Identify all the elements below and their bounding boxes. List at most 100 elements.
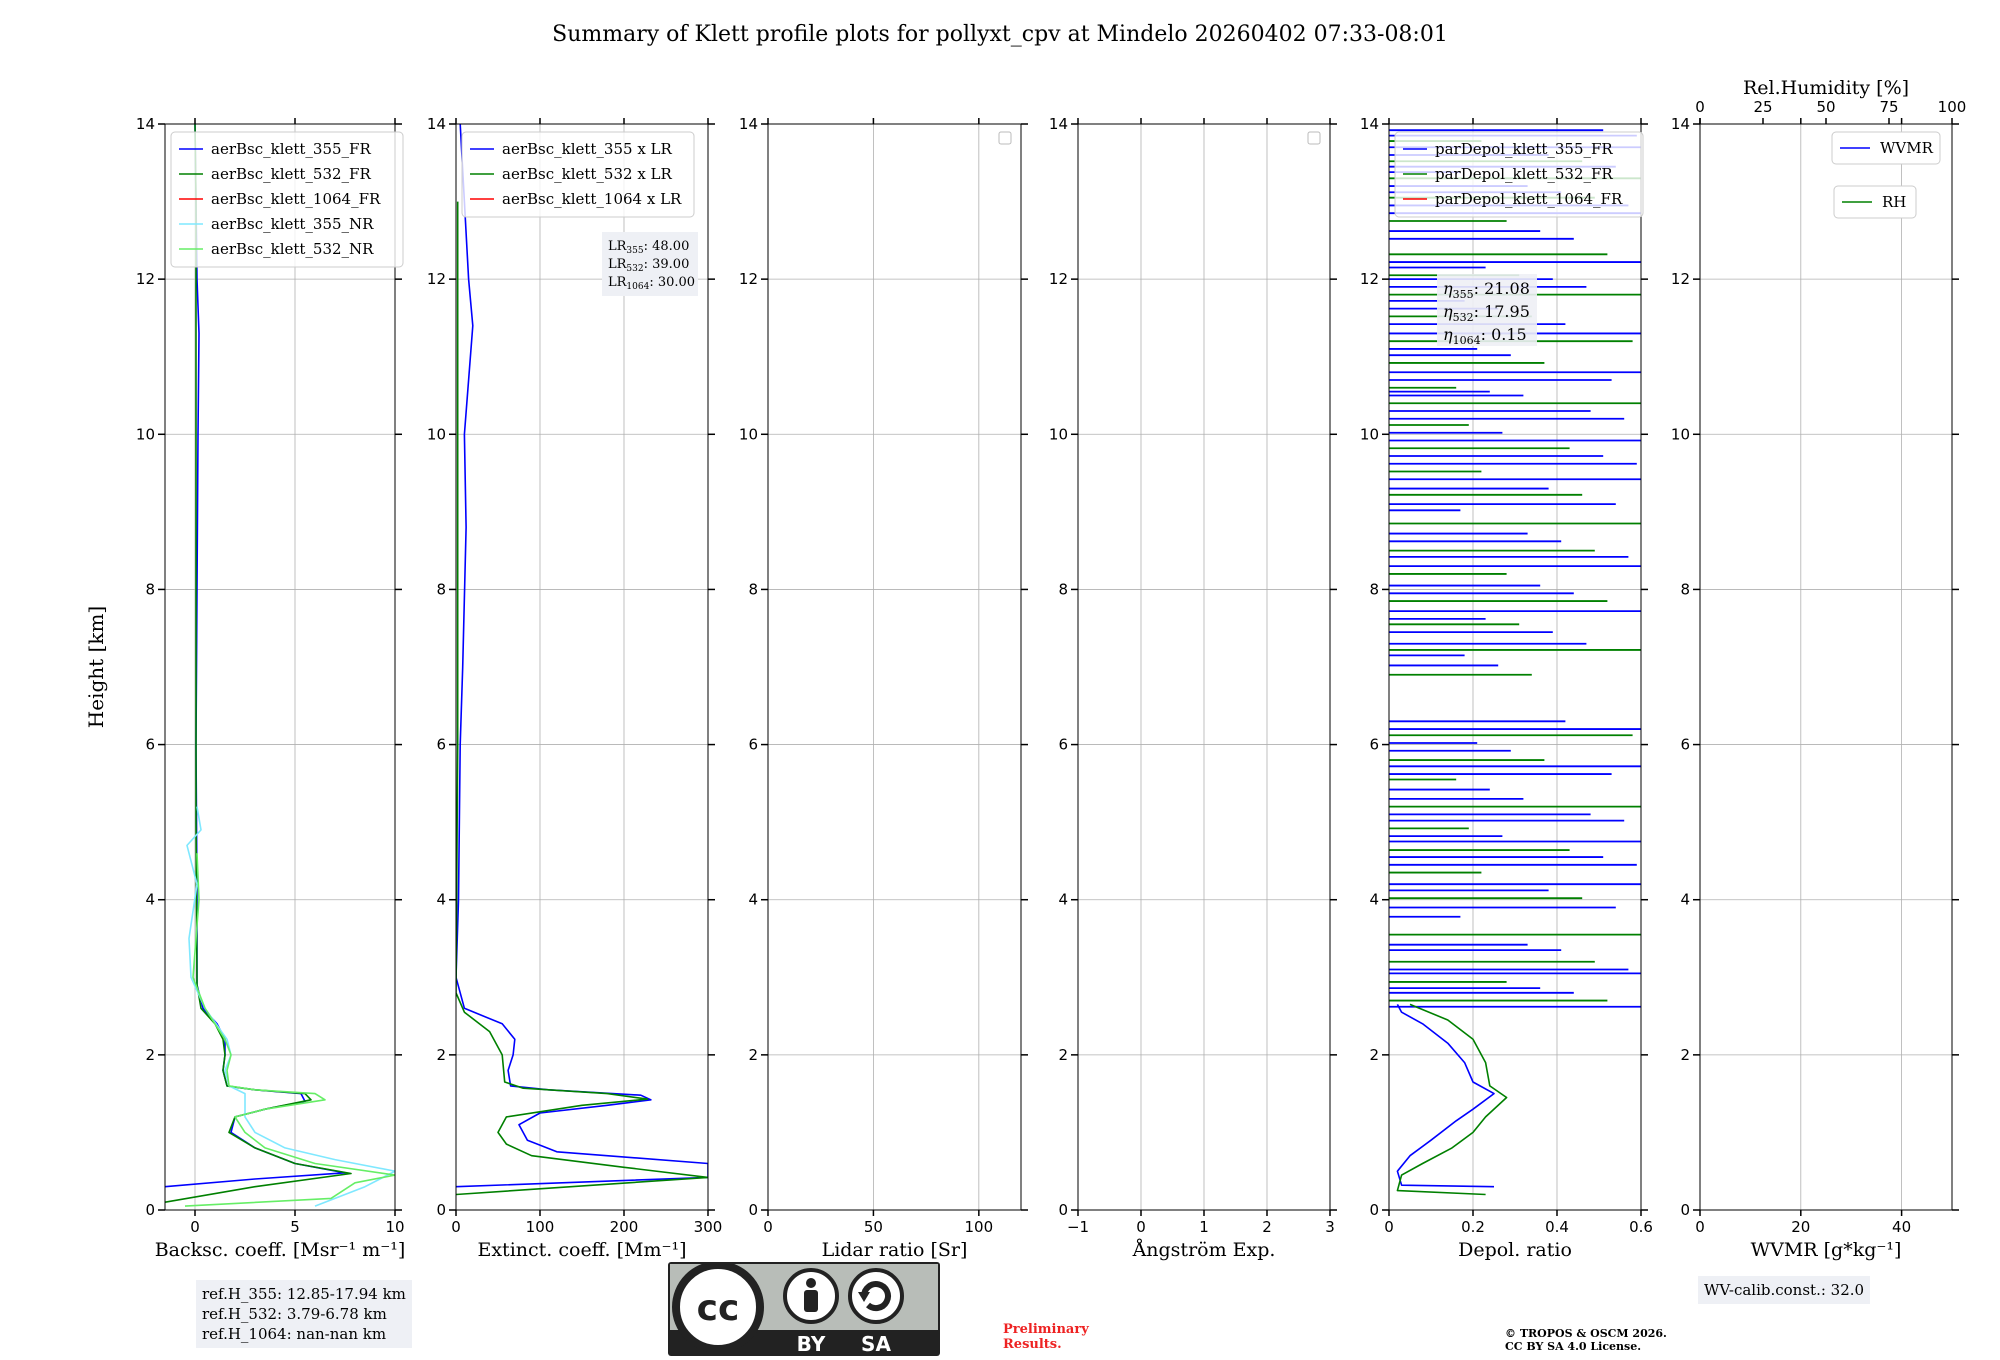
lr-xtick-label: 0	[763, 1218, 773, 1236]
wv-top-xtick-label: 75	[1879, 98, 1898, 116]
preliminary-line-1: Preliminary	[1003, 1322, 1089, 1337]
wv-ytick-label: 8	[1680, 580, 1690, 598]
series-line-aerBsc_klett_532_FR	[165, 124, 352, 1203]
eta-355: η355: 21.08	[1443, 279, 1530, 301]
ext-ytick-label: 14	[427, 115, 446, 133]
wv-ytick-label: 0	[1680, 1201, 1690, 1219]
lr-ytick-label: 2	[748, 1046, 758, 1064]
depol-legend-label: parDepol_klett_532_FR	[1435, 165, 1613, 183]
ext-ytick-label: 10	[427, 425, 446, 443]
cc-license-badge: cc BY SA	[668, 1262, 940, 1356]
ext-legend-label: aerBsc_klett_532 x LR	[502, 165, 673, 183]
lr-ytick-label: 10	[739, 425, 758, 443]
bsc-ytick-label: 14	[136, 115, 155, 133]
bsc-ytick-label: 0	[145, 1201, 155, 1219]
series-line-parDepol_klett_355_FR	[1396, 1004, 1495, 1188]
lr-ytick-label: 14	[739, 115, 758, 133]
y-axis-label: Height [km]	[84, 606, 108, 728]
share-alike-icon	[848, 1268, 904, 1324]
cc-logo-icon	[672, 1262, 764, 1353]
copyright-note: © TROPOS & OSCM 2026. CC BY SA 4.0 Licen…	[1505, 1327, 1667, 1353]
ref-height-532: ref.H_532: 3.79-6.78 km	[202, 1305, 387, 1323]
depol-legend-box	[1394, 131, 1644, 218]
lr-xlabel: Lidar ratio [Sr]	[822, 1239, 968, 1261]
depol-ytick-label: 14	[1360, 115, 1379, 133]
ext-ytick-label: 2	[436, 1046, 446, 1064]
wv-xtick-label: 0	[1695, 1218, 1705, 1236]
lr-ytick-label: 8	[748, 580, 758, 598]
bsc-xtick-label: 10	[385, 1218, 404, 1236]
depol-ytick-label: 6	[1369, 736, 1379, 754]
lr-xtick-label: 50	[864, 1218, 883, 1236]
wv-panel: 0 2 4 6 8 10 12 14 0 20 40 WVMR [g*kg⁻¹] 0 25 50 75 100 R…	[1671, 77, 1966, 1261]
ext-ytick-label: 12	[427, 270, 446, 288]
ext-axes-frame	[455, 123, 709, 1211]
ext-ytick-label: 4	[436, 891, 446, 909]
bsc-legend-label: aerBsc_klett_532_NR	[211, 240, 374, 258]
ext-ytick-label: 6	[436, 736, 446, 754]
eta-1064: η1064: 0.15	[1443, 325, 1527, 347]
ext-legend-box	[461, 131, 695, 218]
depol-panel: 0 2 4 6 8 10 12 14 0 0.2 0.4 0.6 Depol. ratio parDepo…	[1360, 115, 1653, 1261]
wv-legend-box	[1831, 131, 1941, 165]
ext-panel: 0 2 4 6 8 10 12 14 0 100 200 300 Extinct. coeff. [Mm…	[427, 115, 722, 1261]
series-line-aerBsc_klett_355 x LR	[456, 124, 708, 1188]
bsc-legend-label: aerBsc_klett_532_FR	[211, 165, 371, 183]
ref-height-1064: ref.H_1064: nan-nan km	[202, 1325, 387, 1343]
ang-xtick-label: −1	[1067, 1218, 1089, 1236]
lr-xtick-label: 100	[965, 1218, 994, 1236]
bsc-xtick-label: 0	[190, 1218, 200, 1236]
wv-ytick-label: 4	[1680, 891, 1690, 909]
preliminary-note: Preliminary Results.	[1003, 1322, 1089, 1352]
ext-legend-label: aerBsc_klett_355 x LR	[502, 140, 673, 158]
wv-xtick-label: 20	[1791, 1218, 1810, 1236]
wv-ytick-label: 10	[1671, 425, 1690, 443]
ang-xlabel: Ångström Exp.	[1132, 1239, 1276, 1261]
wv-top-xtick-label: 0	[1695, 98, 1705, 116]
ang-xtick-label: 0	[1136, 1218, 1146, 1236]
series-line-aerBsc_klett_532 x LR	[456, 201, 708, 1196]
ext-xlabel: Extinct. coeff. [Mm⁻¹]	[477, 1239, 686, 1261]
depol-legend-label: parDepol_klett_1064_FR	[1435, 190, 1623, 208]
depol-ytick-label: 8	[1369, 580, 1379, 598]
wv-xlabel: WVMR [g*kg⁻¹]	[1751, 1239, 1902, 1261]
bsc-axes-frame	[164, 123, 396, 1211]
wv-ytick-label: 2	[1680, 1046, 1690, 1064]
lr-axes-frame	[767, 123, 1022, 1211]
wv-axes-frame	[1699, 123, 1953, 1211]
ang-ytick-label: 10	[1049, 425, 1068, 443]
bsc-legend-label: aerBsc_klett_355_FR	[211, 140, 371, 158]
wv-calibration-box: WV-calib.const.: 32.0	[1698, 1276, 1871, 1304]
bsc-ytick-label: 8	[145, 580, 155, 598]
wv-calibration-constant: WV-calib.const.: 32.0	[1704, 1281, 1865, 1299]
eta-calibration-box	[1437, 274, 1537, 346]
depol-ytick-label: 0	[1369, 1201, 1379, 1219]
lr-panel: 0 2 4 6 8 10 12 14 0 50 100 Lidar ratio [Sr]	[739, 115, 1028, 1261]
bsc-panel: 0 2 4 6 8 10 12 14 0 5 10 Backsc. coeff. [Msr⁻¹ m⁻¹…	[136, 115, 405, 1261]
ext-xtick-label: 200	[610, 1218, 639, 1236]
ext-ytick-label: 8	[436, 580, 446, 598]
wv-ytick-label: 6	[1680, 736, 1690, 754]
cc-sa-label: SA	[861, 1332, 891, 1356]
series-line-aerBsc_klett_355_FR	[165, 124, 346, 1188]
figure-title: Summary of Klett profile plots for polly…	[552, 22, 1448, 47]
ext-xtick-label: 0	[451, 1218, 461, 1236]
bsc-plot-area	[165, 124, 395, 1207]
eta-532: η532: 17.95	[1443, 302, 1530, 324]
wv-ytick-label: 14	[1671, 115, 1690, 133]
depol-legend-label: parDepol_klett_355_FR	[1435, 140, 1613, 158]
lr-ytick-label: 4	[748, 891, 758, 909]
wv-legend-label: WVMR	[1880, 139, 1934, 157]
ang-ytick-label: 4	[1058, 891, 1068, 909]
bsc-ytick-label: 2	[145, 1046, 155, 1064]
ang-ytick-label: 6	[1058, 736, 1068, 754]
lidar-ratio-box	[602, 232, 698, 296]
ang-ytick-label: 12	[1049, 270, 1068, 288]
bsc-xlabel: Backsc. coeff. [Msr⁻¹ m⁻¹]	[155, 1239, 406, 1261]
bsc-ytick-label: 10	[136, 425, 155, 443]
depol-xtick-label: 0.2	[1461, 1218, 1485, 1236]
depol-ytick-label: 12	[1360, 270, 1379, 288]
series-line-parDepol_klett_532_FR	[1396, 1003, 1508, 1196]
